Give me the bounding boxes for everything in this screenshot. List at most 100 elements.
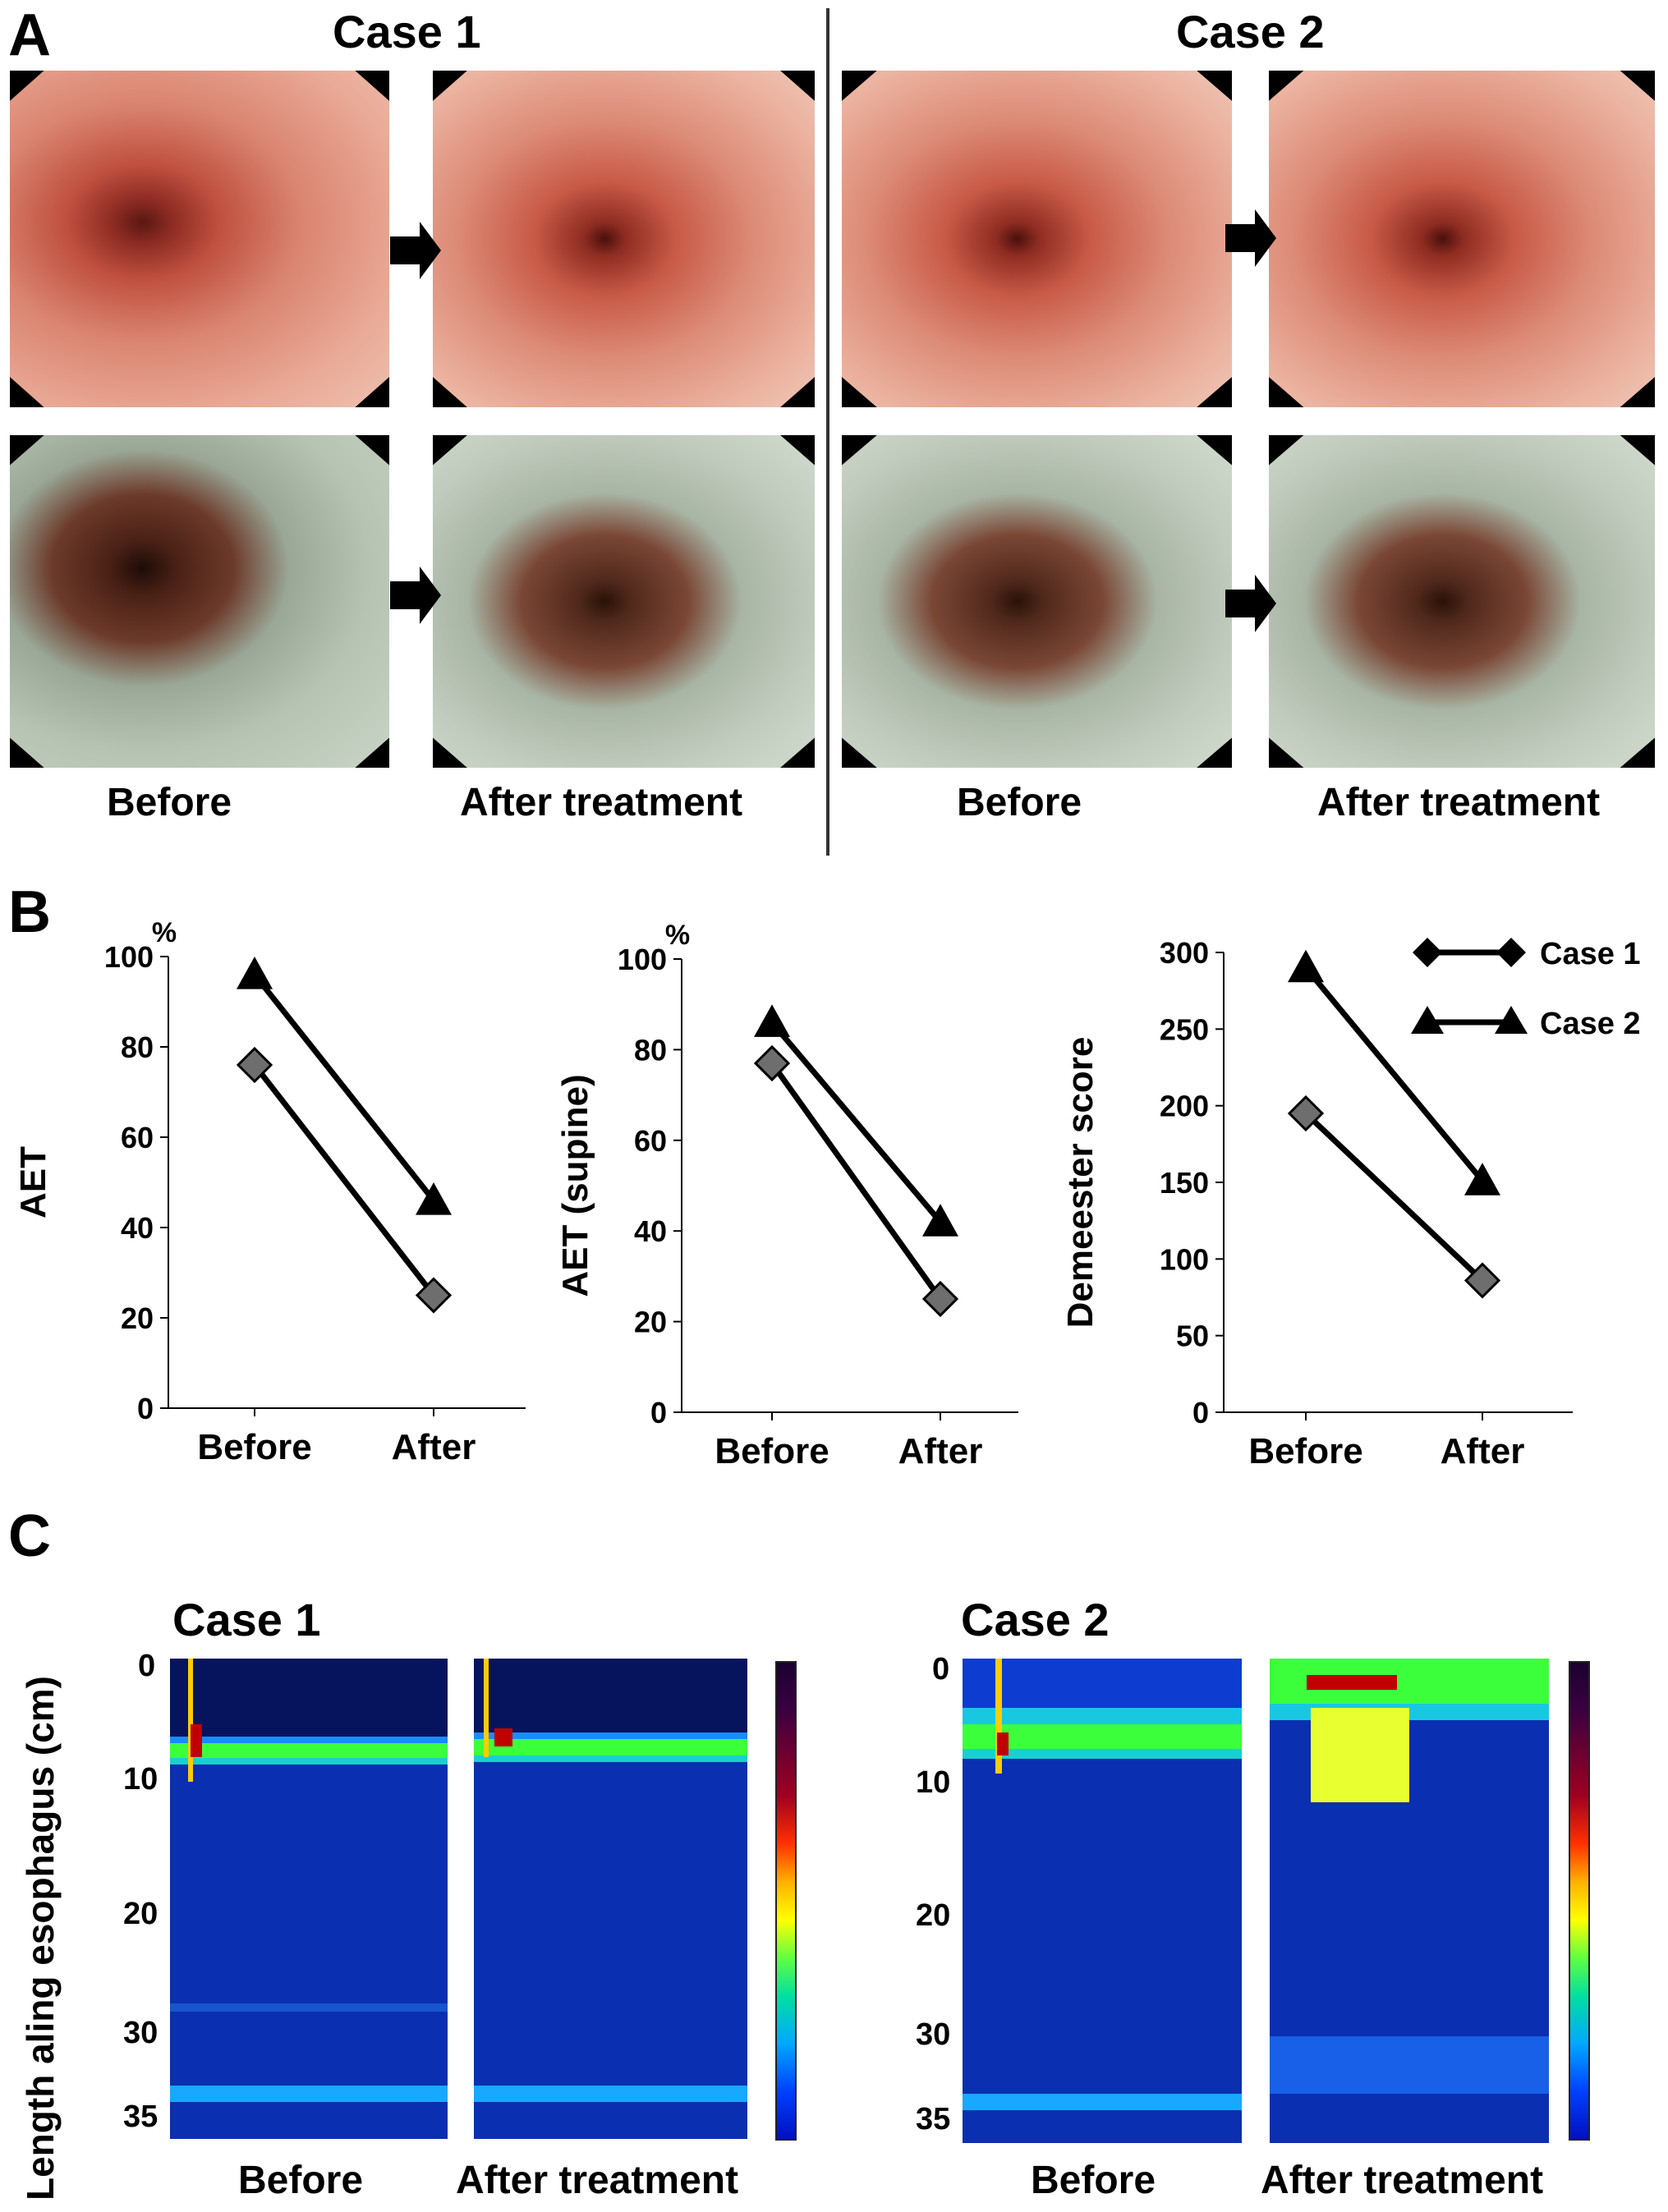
triangle-marker (754, 1004, 790, 1037)
colorbar (775, 1661, 797, 2141)
legend-triangle-marker (1495, 1006, 1528, 1034)
y-tick-label: 35 (123, 2100, 159, 2134)
triangle-marker (922, 1204, 958, 1237)
y-tick-label: 300 (1160, 936, 1209, 970)
y-axis-label: AET (supine) (555, 1074, 595, 1296)
legend-triangle-marker (1411, 1006, 1444, 1034)
x-tick-label: After (898, 1431, 983, 1471)
panel-a-letter: A (8, 2, 51, 68)
y-tick-label: 0 (932, 1652, 950, 1687)
endoscopy-image-case1-after-white-light (433, 71, 815, 407)
panel-c-caption-case1-before: Before (238, 2159, 364, 2202)
y-tick-label: 50 (1176, 1319, 1209, 1353)
y-tick-label: 40 (634, 1214, 667, 1248)
series-line-case-1 (252, 1062, 436, 1297)
y-tick-label: 0 (1192, 1396, 1209, 1430)
x-tick-label: After (392, 1427, 476, 1467)
arrow-right-icon (390, 222, 441, 279)
panel-a-caption-case2-after: After treatment (1317, 781, 1601, 824)
endoscopy-image-case2-before-white-light (842, 71, 1232, 407)
y-tick-label: 0 (138, 1649, 156, 1683)
triangle-marker (1464, 1163, 1500, 1195)
endoscopy-image-case1-after-nbi (433, 435, 815, 768)
y-tick-label: 250 (1160, 1012, 1209, 1046)
endoscopy-image-case2-after-nbi (1269, 435, 1655, 768)
legend-diamond-marker (1496, 938, 1526, 967)
panel-a-divider (826, 8, 829, 856)
y-axis-label: AET (13, 1146, 53, 1218)
legend-diamond-marker (1413, 938, 1442, 967)
panel-a-caption-case1-before: Before (107, 781, 232, 824)
colorbar (1569, 1661, 1590, 2141)
y-tick-label: 40 (121, 1211, 154, 1245)
y-tick-label: 0 (650, 1396, 667, 1430)
x-tick-label: After (1441, 1431, 1525, 1471)
y-tick-label: 20 (123, 1897, 159, 1931)
diamond-marker (753, 1044, 791, 1082)
series-line-case-1 (1303, 1111, 1485, 1283)
diamond-marker (921, 1280, 959, 1318)
panel-b-charts: 0 20 40 60 80 100% Before After AET 0 20 40 60 80 100%… (13, 917, 1641, 1471)
x-tick-label: Before (197, 1427, 311, 1467)
panel-c-letter: C (8, 1503, 51, 1569)
y-tick-label: 30 (123, 2016, 159, 2050)
series-line-case-1 (770, 1061, 943, 1301)
triangle-marker (416, 1182, 452, 1215)
y-tick-label: 100 (618, 943, 667, 976)
panel-a-case1-title: Case 1 (333, 6, 481, 57)
diamond-marker (415, 1277, 453, 1314)
manometry-heatmap-case1-before (170, 1659, 448, 2139)
panel-a-caption-case1-after: After treatment (460, 781, 743, 824)
manometry-heatmap-case1-after (474, 1659, 747, 2139)
series-line-case-2 (252, 972, 436, 1203)
triangle-marker (237, 957, 273, 989)
panel-a-caption-case2-before: Before (957, 781, 1082, 824)
unit-label: % (665, 920, 690, 951)
y-axis-label: Demeester score (1060, 1037, 1101, 1329)
y-tick-label: 0 (137, 1392, 154, 1425)
series-line-case-2 (1303, 966, 1485, 1183)
panel-c-caption-case1-after: After treatment (456, 2159, 739, 2202)
panel-c-caption-case2-before: Before (1031, 2159, 1156, 2202)
diamond-marker (1287, 1095, 1325, 1132)
arrow-right-icon (1225, 575, 1276, 632)
y-tick-label: 80 (634, 1033, 667, 1067)
endoscopy-image-case2-before-nbi (842, 435, 1232, 768)
y-tick-label: 100 (1160, 1242, 1209, 1276)
unit-label: % (152, 917, 177, 948)
y-tick-label: 20 (634, 1306, 667, 1339)
panel-c-caption-case2-after: After treatment (1261, 2159, 1544, 2202)
endoscopy-image-case1-before-nbi (10, 435, 389, 768)
triangle-marker (1288, 949, 1324, 983)
x-tick-label: Before (1248, 1431, 1362, 1471)
y-tick-label: 10 (123, 1762, 159, 1797)
endoscopy-image-case2-after-white-light (1269, 71, 1655, 407)
endoscopy-image-case1-before-white-light (10, 71, 389, 407)
legend-label: Case 1 (1540, 937, 1641, 971)
y-tick-label: 35 (916, 2102, 951, 2136)
manometry-heatmap-case2-before (963, 1659, 1242, 2143)
y-tick-label: 150 (1160, 1166, 1209, 1200)
y-tick-label: 20 (916, 1898, 951, 1933)
arrow-right-icon (390, 567, 441, 624)
y-tick-label: 60 (121, 1121, 154, 1154)
y-tick-label: 100 (104, 940, 154, 974)
x-tick-label: Before (715, 1431, 829, 1471)
y-tick-label: 10 (916, 1765, 951, 1800)
panel-c-case1-title: Case 1 (172, 1594, 321, 1645)
arrow-right-icon (1225, 209, 1276, 267)
diamond-marker (1464, 1262, 1501, 1299)
legend-label: Case 2 (1540, 1007, 1641, 1041)
panel-c-case2-title: Case 2 (961, 1594, 1110, 1645)
y-tick-label: 80 (121, 1030, 154, 1064)
manometry-heatmap-case2-after (1270, 1659, 1549, 2143)
y-tick-label: 200 (1160, 1090, 1209, 1123)
diamond-marker (236, 1046, 273, 1084)
series-line-case-2 (770, 1021, 943, 1224)
y-tick-label: 30 (916, 2017, 951, 2052)
y-tick-label: 60 (634, 1124, 667, 1158)
panel-c-ylabel: Length aling esophagus (cm) (19, 1676, 62, 2201)
panel-a-case2-title: Case 2 (1176, 6, 1325, 57)
panel-b-letter: B (8, 879, 51, 945)
y-tick-label: 20 (121, 1301, 154, 1335)
